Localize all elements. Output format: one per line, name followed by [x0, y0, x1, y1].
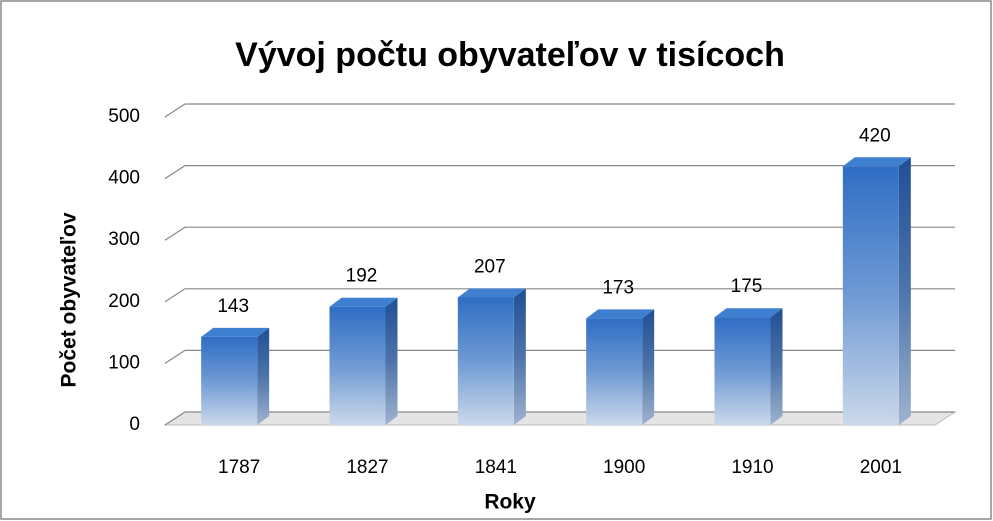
bar — [714, 317, 771, 425]
data-label: 173 — [602, 277, 634, 298]
bar-side — [642, 309, 655, 425]
bar-side — [898, 157, 911, 425]
x-tick-label: 1900 — [603, 457, 645, 478]
y-tick-label: 500 — [108, 106, 140, 127]
y-tick-label: 100 — [108, 352, 140, 373]
data-label: 207 — [474, 257, 506, 278]
bar-top — [842, 157, 911, 167]
data-label: 420 — [859, 125, 891, 146]
chart-title: Vývoj počtu obyvateľov v tisícoch — [235, 36, 785, 74]
y-tick-label: 400 — [108, 168, 140, 189]
grid-line — [164, 165, 955, 180]
grid-line — [164, 288, 955, 303]
x-tick-label: 1841 — [475, 457, 517, 478]
bar-top — [329, 297, 398, 307]
y-tick-label: 0 — [129, 414, 140, 435]
x-tick-label: 1827 — [346, 457, 388, 478]
grid-line — [164, 103, 955, 118]
grid-line — [164, 349, 955, 364]
y-tick-label: 300 — [108, 229, 140, 250]
bar — [586, 318, 643, 425]
x-axis-title: Roky — [484, 491, 536, 514]
floor — [163, 411, 957, 426]
data-label: 192 — [346, 266, 378, 287]
x-tick-label: 1910 — [731, 457, 773, 478]
x-tick-label: 1787 — [218, 457, 260, 478]
bar — [457, 297, 514, 425]
data-label: 175 — [731, 276, 763, 297]
bar-side — [257, 327, 270, 425]
bar — [842, 166, 899, 425]
bar-top — [714, 308, 783, 318]
y-axis-title: Počet obyvateľov — [58, 212, 81, 387]
bar — [329, 306, 386, 425]
data-label: 143 — [217, 296, 249, 317]
x-tick-label: 2001 — [860, 457, 902, 478]
bar-side — [385, 297, 398, 425]
bar — [201, 336, 258, 425]
y-tick-label: 200 — [108, 291, 140, 312]
bar-top — [457, 288, 526, 298]
bar-top — [586, 309, 655, 319]
bar-side — [513, 288, 526, 425]
bar-top — [201, 327, 270, 337]
grid-line — [164, 226, 955, 241]
bar-side — [770, 308, 783, 425]
grid-line — [164, 411, 955, 426]
